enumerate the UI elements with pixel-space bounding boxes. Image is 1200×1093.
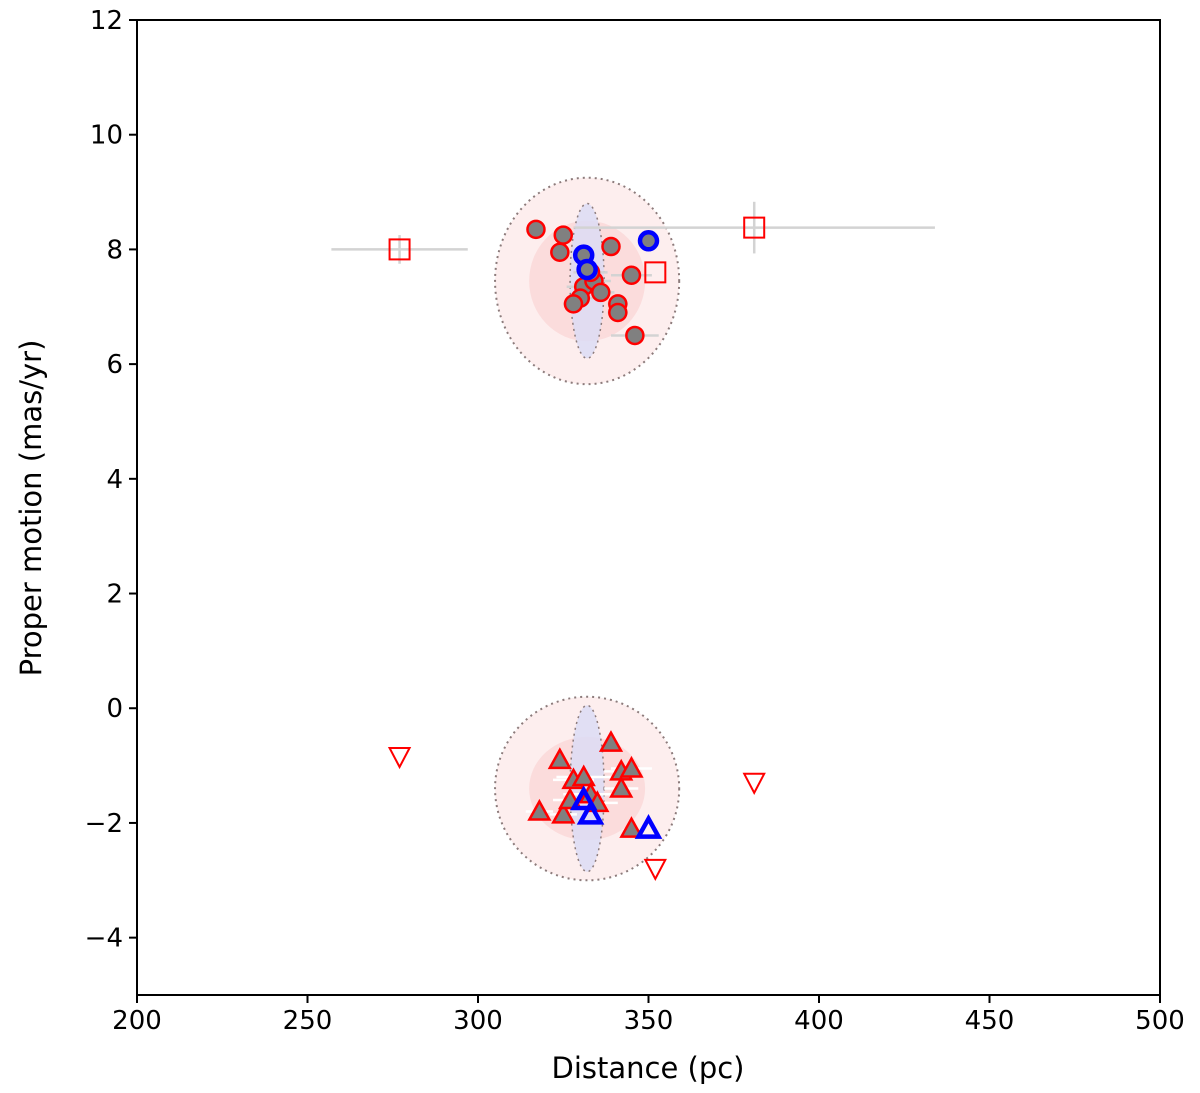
open-squares-point <box>644 261 667 284</box>
circles-blue-edge-point <box>637 230 660 252</box>
circles-red-edge-point <box>563 294 584 314</box>
triangles-blue-edge-point <box>576 799 605 825</box>
x-axis-label: Distance (pc) <box>551 1051 744 1085</box>
circles-blue-edge-point <box>576 258 598 281</box>
y-tick-label: 12 <box>90 6 123 36</box>
x-tick-label: 200 <box>112 1006 162 1036</box>
x-tick-label: 250 <box>283 1006 333 1036</box>
x-tick-label: 500 <box>1135 1006 1185 1036</box>
y-axis-ticks: −4 −2 0 2 4 6 8 10 12 <box>85 6 137 954</box>
triangles-red-edge-point <box>619 816 644 838</box>
x-tick-label: 400 <box>794 1006 844 1036</box>
circles-red-edge-point <box>526 219 546 240</box>
triangles-red-edge-point <box>571 764 596 787</box>
y-tick-label: −2 <box>85 809 123 839</box>
triangles-blue-edge-point <box>634 814 663 839</box>
triangles-red-edge-point <box>609 775 634 798</box>
y-tick-label: 0 <box>106 694 123 724</box>
y-tick-label: 2 <box>106 580 123 610</box>
x-axis-ticks: 200 250 300 350 400 450 500 <box>112 995 1185 1036</box>
open-down-triangles-point <box>643 858 667 881</box>
circles-red-edge-point <box>621 265 642 285</box>
open-squares-point <box>388 238 411 261</box>
y-tick-label: 6 <box>106 350 123 380</box>
triangles-blue-edge-point <box>569 785 598 811</box>
y-tick-label: 4 <box>106 465 123 495</box>
x-tick-label: 300 <box>453 1006 503 1036</box>
circles-red-edge-point <box>553 225 573 245</box>
circles-red-edge-point <box>601 236 621 257</box>
triangles-red-edge-point <box>619 755 644 778</box>
y-tick-label: 8 <box>106 235 123 265</box>
circles-red-edge-point <box>550 242 570 263</box>
y-axis-label: Proper motion (mas/yr) <box>14 340 48 677</box>
triangles-red-edge-point <box>598 730 624 752</box>
circles-red-edge-point <box>608 302 628 323</box>
x-tick-label: 350 <box>624 1006 674 1036</box>
circles-red-edge-point <box>625 325 645 346</box>
y-tick-label: 10 <box>90 121 123 151</box>
circles-red-edge-point <box>591 282 611 303</box>
open-down-triangles-point <box>387 746 412 770</box>
triangles-red-edge-point <box>547 747 572 770</box>
triangles-red-edge-point <box>551 801 576 824</box>
open-squares-point <box>743 216 766 239</box>
x-tick-label: 450 <box>965 1006 1015 1036</box>
triangles-red-edge-point <box>527 798 552 821</box>
open-down-triangles-point <box>742 772 766 795</box>
data-points <box>387 216 766 881</box>
y-tick-label: −4 <box>85 924 123 954</box>
